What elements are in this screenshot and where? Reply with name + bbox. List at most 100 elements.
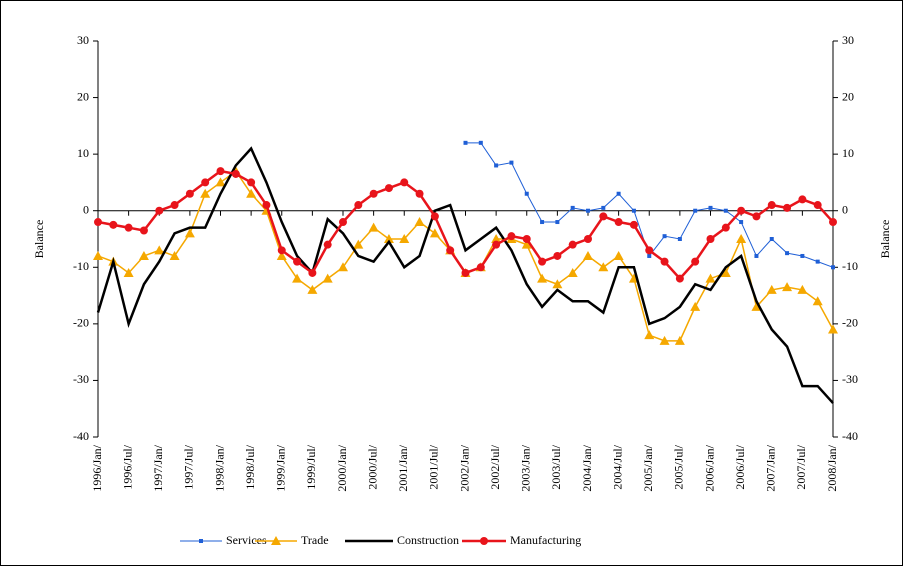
y-tick-label: -10: [73, 259, 89, 273]
point: [614, 218, 623, 227]
x-tick-label: 1996/Jan/: [90, 444, 104, 491]
point: [629, 220, 638, 229]
x-tick-label: 2000/Jan/: [335, 444, 349, 491]
point: [691, 257, 700, 266]
point: [553, 251, 562, 260]
point: [139, 226, 148, 235]
point: [705, 273, 716, 283]
point: [338, 262, 348, 272]
x-tick-label: 1997/Jan/: [151, 444, 165, 491]
x-tick-label: 2007/Jan/: [764, 444, 778, 491]
x-tick-label: 1999/Jul/: [304, 444, 318, 489]
point: [815, 259, 820, 264]
point: [599, 212, 608, 221]
point: [246, 188, 257, 198]
point: [783, 203, 792, 212]
point: [662, 234, 667, 239]
x-tick-label: 1999/Jan/: [274, 444, 288, 491]
point: [109, 220, 118, 229]
point: [123, 267, 134, 277]
point: [736, 234, 747, 243]
point: [509, 160, 514, 165]
point: [200, 188, 211, 198]
point: [538, 257, 547, 266]
point: [555, 220, 560, 225]
point: [399, 234, 410, 243]
point: [583, 250, 593, 260]
y-axis-label: Balance: [32, 220, 46, 259]
y-tick-label: 10: [77, 146, 89, 160]
y2-tick-label: -30: [842, 372, 858, 386]
point: [478, 140, 483, 145]
point: [769, 237, 774, 241]
point: [785, 251, 790, 256]
x-tick-label: 2000/Jul/: [365, 444, 379, 489]
point: [828, 324, 838, 334]
point: [124, 223, 133, 232]
y2-tick-label: -10: [842, 259, 858, 273]
point: [645, 246, 654, 255]
point: [414, 217, 425, 227]
point: [368, 222, 379, 232]
point: [616, 191, 621, 196]
y2-axis-label: Balance: [878, 220, 892, 259]
point: [429, 228, 440, 238]
point: [812, 296, 823, 306]
point: [430, 212, 439, 221]
y-tick-label: -20: [73, 316, 89, 330]
y2-tick-label: 30: [842, 33, 854, 47]
point: [767, 201, 776, 210]
point: [831, 265, 835, 270]
point: [170, 201, 179, 210]
x-tick-label: 2004/Jul/: [610, 444, 624, 489]
point: [155, 206, 164, 215]
legend-marker: [271, 536, 281, 545]
y-tick-label: -40: [73, 429, 89, 443]
point: [693, 208, 698, 213]
x-tick-label: 2004/Jan/: [580, 444, 594, 491]
point: [476, 263, 485, 272]
point: [247, 178, 256, 187]
x-tick-label: 1998/Jan/: [212, 444, 226, 491]
point: [522, 235, 531, 243]
y-tick-label: 30: [77, 33, 89, 47]
x-tick-label: 1998/Jul/: [243, 444, 257, 489]
point: [751, 301, 762, 311]
point: [782, 282, 793, 292]
point: [706, 235, 715, 243]
point: [293, 257, 302, 266]
point: [215, 177, 226, 187]
point: [138, 250, 149, 260]
point: [323, 240, 332, 249]
point: [644, 330, 655, 340]
point: [308, 268, 317, 277]
point: [494, 163, 499, 168]
point: [94, 218, 102, 227]
point: [339, 218, 347, 227]
legend-label: Construction: [397, 533, 459, 547]
point: [659, 335, 670, 345]
y2-tick-label: -20: [842, 316, 858, 330]
point: [813, 201, 822, 210]
point: [720, 267, 731, 277]
point: [752, 212, 761, 221]
point: [369, 189, 378, 198]
x-tick-label: 1996/Jul/: [120, 444, 134, 489]
point: [201, 178, 210, 187]
y2-tick-label: 0: [842, 202, 848, 216]
point: [491, 234, 502, 243]
point: [185, 189, 194, 198]
point: [354, 201, 363, 210]
point: [798, 195, 807, 204]
point: [739, 220, 744, 225]
point: [797, 284, 808, 294]
point: [552, 279, 563, 289]
point: [400, 178, 409, 187]
y-tick-label: 20: [77, 89, 89, 103]
point: [231, 169, 240, 178]
point: [568, 240, 577, 249]
point: [721, 223, 730, 232]
x-tick-label: 2003/Jul/: [549, 444, 563, 489]
series-line: [96, 146, 834, 404]
point: [169, 250, 180, 260]
